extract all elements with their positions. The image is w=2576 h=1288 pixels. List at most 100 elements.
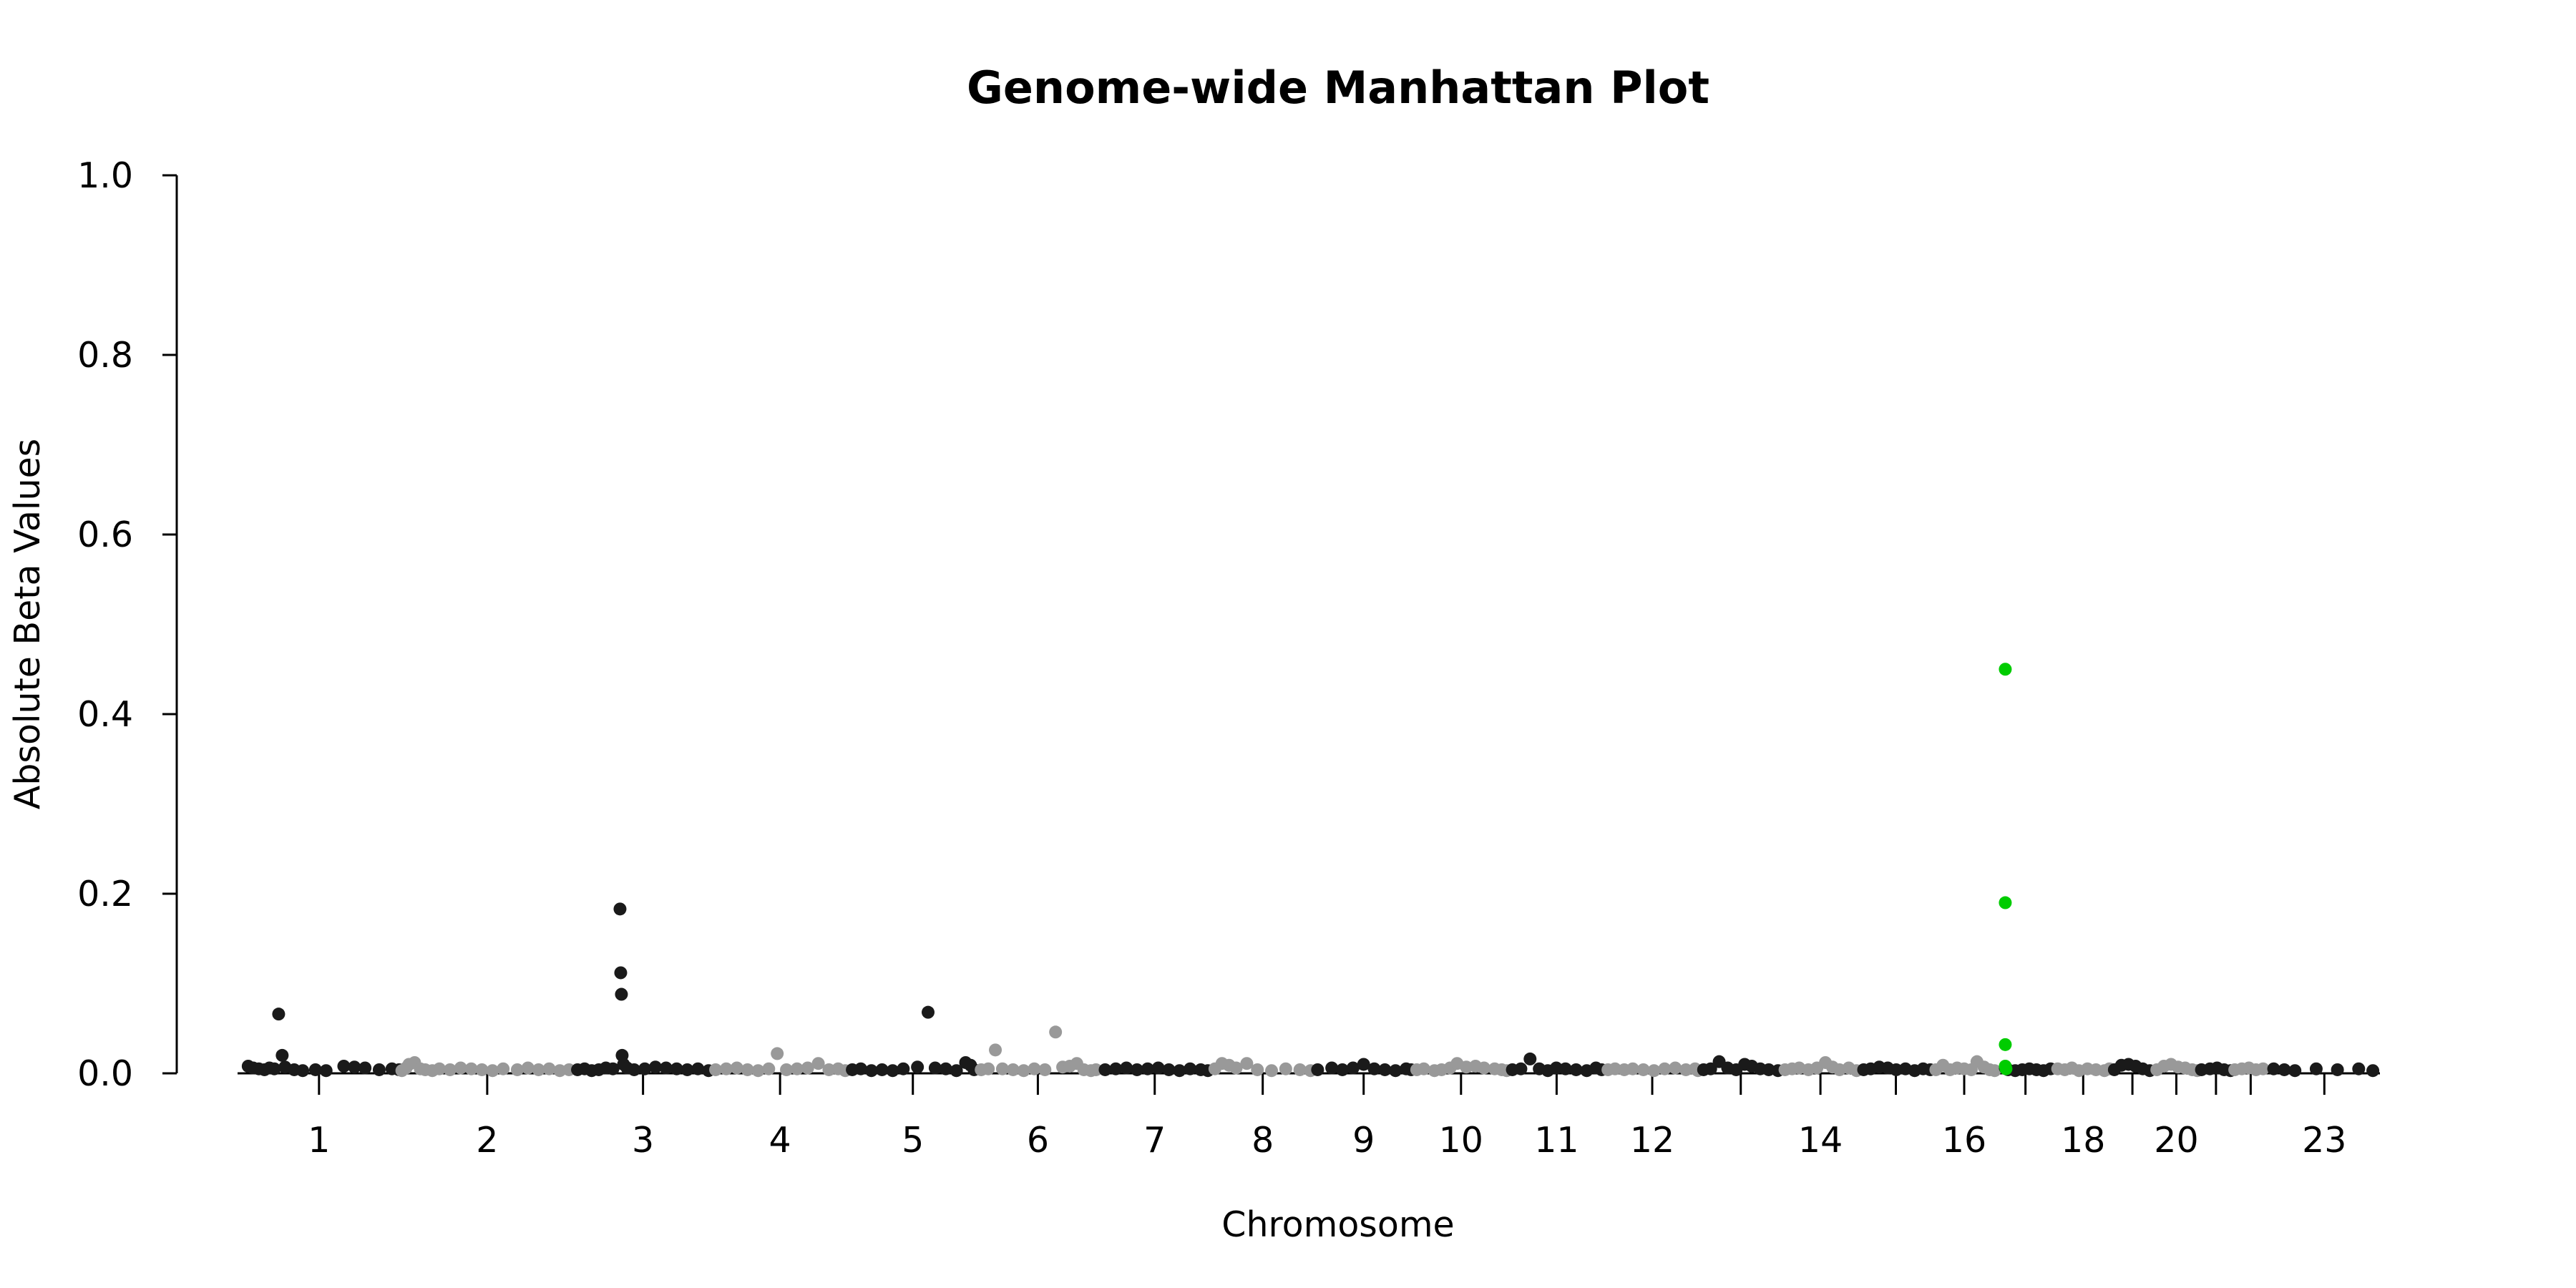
data-point: [659, 1061, 673, 1075]
x-axis: 1 2 3 4 5 6 7 8 9 10 11 12 14 16 18 20 23: [238, 1072, 2380, 1161]
data-point: [719, 1062, 733, 1075]
highlighted-points: [1999, 663, 2013, 1075]
data-point: [433, 1062, 447, 1075]
data-point: [2278, 1063, 2291, 1076]
x-tick-label: 14: [1798, 1120, 1843, 1161]
data-point: [762, 1062, 776, 1075]
data-point: [372, 1063, 386, 1076]
x-tick-label: 16: [1942, 1120, 1986, 1161]
data-point: [939, 1062, 952, 1075]
data-point: [1367, 1062, 1381, 1075]
x-tick-label: 11: [1534, 1120, 1579, 1161]
data-point: [337, 1059, 351, 1073]
data-point: [854, 1062, 867, 1075]
y-tick-label: 0.8: [77, 335, 133, 376]
data-point: [1006, 1063, 1020, 1076]
data-point: [348, 1060, 361, 1074]
data-point: [614, 966, 628, 980]
data-point: [950, 1064, 963, 1078]
data-point: [542, 1062, 556, 1075]
data-point: [2267, 1062, 2280, 1075]
data-point: [628, 1063, 641, 1076]
data-point: [1626, 1062, 1639, 1075]
data-point: [780, 1063, 794, 1076]
data-point: [1558, 1062, 1572, 1075]
x-tick-label: 20: [2154, 1120, 2198, 1161]
data-point: [1378, 1063, 1392, 1076]
y-tick-label: 0.6: [77, 514, 133, 555]
x-tick-label: 8: [1252, 1120, 1274, 1161]
data-point: [2288, 1064, 2302, 1078]
data-points: [241, 902, 2380, 1078]
data-point: [1251, 1063, 1264, 1076]
data-point: [982, 1062, 995, 1075]
data-point: [911, 1060, 924, 1074]
data-point: [1089, 1063, 1103, 1076]
data-point: [1704, 1062, 1717, 1075]
data-point: [1184, 1062, 1197, 1075]
data-point: [1389, 1064, 1402, 1078]
data-point: [475, 1063, 489, 1076]
data-point: [864, 1064, 878, 1078]
data-point: [1669, 1061, 1682, 1075]
y-tick-label: 1.0: [77, 155, 133, 196]
data-point: [358, 1061, 372, 1075]
data-point: [751, 1064, 765, 1078]
data-point: [989, 1043, 1002, 1057]
x-tick-label: 18: [2061, 1120, 2105, 1161]
data-point: [1988, 1064, 2001, 1078]
data-point: [443, 1063, 457, 1076]
data-point: [613, 902, 627, 916]
data-point: [1229, 1061, 1243, 1075]
data-point: [1120, 1061, 1133, 1075]
data-point: [2256, 1062, 2270, 1075]
data-point: [319, 1064, 333, 1078]
data-point: [1346, 1061, 1360, 1075]
highlighted-point: [1999, 1062, 2013, 1075]
data-point: [928, 1061, 942, 1075]
data-point: [1477, 1061, 1491, 1075]
data-point: [1265, 1064, 1279, 1078]
data-point: [995, 1062, 1009, 1075]
y-axis: 0.0 0.2 0.4 0.6 0.8 1.0: [77, 155, 178, 1094]
data-point: [1141, 1062, 1154, 1075]
y-axis-label: Absolute Beta Values: [7, 439, 48, 809]
data-point: [1130, 1063, 1143, 1076]
data-point: [2352, 1062, 2366, 1075]
x-tick-label: 9: [1352, 1120, 1375, 1161]
x-tick-label: 7: [1143, 1120, 1166, 1161]
data-point: [875, 1063, 889, 1076]
data-point: [1028, 1062, 1041, 1075]
data-point: [1293, 1063, 1307, 1076]
y-tick-label: 0.4: [77, 694, 133, 735]
x-tick-label: 6: [1027, 1120, 1049, 1161]
data-point: [811, 1057, 825, 1070]
x-tick-label: 1: [308, 1120, 330, 1161]
data-point: [1325, 1061, 1339, 1075]
data-point: [1523, 1052, 1537, 1065]
data-point: [268, 1062, 281, 1075]
data-point: [275, 1048, 289, 1062]
data-point: [1658, 1062, 1672, 1075]
data-point: [2331, 1063, 2344, 1076]
x-tick-label: 12: [1630, 1120, 1674, 1161]
highlighted-point: [1999, 663, 2012, 676]
data-point: [1336, 1063, 1350, 1076]
data-point: [497, 1062, 510, 1075]
data-point: [1240, 1057, 1254, 1070]
data-point: [1049, 1025, 1063, 1039]
data-point: [670, 1062, 683, 1075]
data-point: [454, 1061, 467, 1075]
x-tick-label: 10: [1439, 1120, 1483, 1161]
data-point: [308, 1063, 322, 1076]
x-tick-label: 23: [2302, 1120, 2346, 1161]
data-point: [648, 1060, 662, 1074]
data-point: [606, 1062, 620, 1075]
data-point: [638, 1062, 652, 1075]
data-point: [296, 1064, 310, 1078]
data-point: [1647, 1064, 1661, 1078]
data-point: [510, 1063, 524, 1076]
data-point: [1038, 1063, 1052, 1076]
data-point: [1357, 1058, 1370, 1071]
